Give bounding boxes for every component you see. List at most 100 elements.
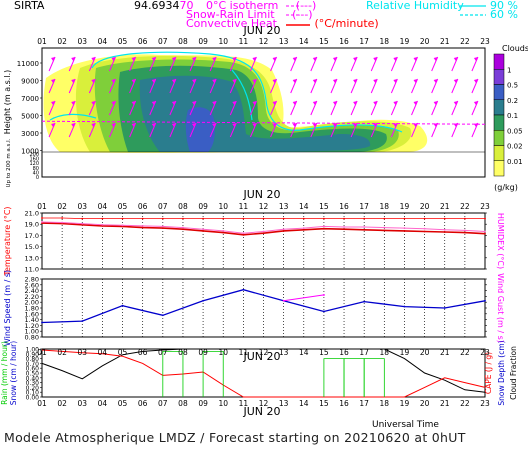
temp-hour-04: 04 <box>98 202 108 211</box>
temp-hour-06: 06 <box>138 202 148 211</box>
wind-series-0 <box>41 289 486 324</box>
temp-point-0-12 <box>282 230 285 232</box>
wind-point-0-5 <box>242 288 245 291</box>
wind-ytick-0.80: 0.80 <box>25 334 39 342</box>
height-tick-5000: 5000 <box>21 113 39 121</box>
wind-arrow <box>411 122 418 138</box>
wind-arrow <box>370 100 378 116</box>
bottom-hour-22: 22 <box>460 399 470 408</box>
rain-bar-16 <box>363 358 385 397</box>
bottom-hour-23: 23 <box>480 399 490 408</box>
temp-point-0-20 <box>443 231 446 233</box>
wind-arrow <box>209 100 217 116</box>
colorbar-title: Clouds <box>502 44 528 53</box>
wind-arrow <box>390 78 398 94</box>
colorbar-tick-3: 0.1 <box>507 112 518 120</box>
temp-hour-07: 07 <box>158 202 168 211</box>
rain-left-label: Rain (mm / hour) <box>0 341 9 405</box>
height-tick-3000: 3000 <box>21 130 39 138</box>
coords-tail: 70 <box>179 0 194 12</box>
rain-ytick-0.30: 0.30 <box>26 380 40 387</box>
top-hour-21: 21 <box>440 37 450 46</box>
wind-arrow <box>189 122 197 138</box>
temp-hour-20: 20 <box>420 202 430 211</box>
wind-arrow <box>249 100 257 116</box>
temp-point-0-8 <box>202 230 204 232</box>
temp-point-1-18 <box>403 227 406 230</box>
colorbar-tick-1: 0.5 <box>507 82 518 90</box>
wind-arrow <box>471 78 479 94</box>
temp-point-1-10 <box>242 232 245 235</box>
wind-arrow <box>270 122 278 138</box>
wind-arrow <box>229 56 237 72</box>
rain-ytick-0.90: 0.90 <box>26 351 40 358</box>
temp-point-0-6 <box>161 227 164 230</box>
rain-ytick-1.00: 1.00 <box>26 347 40 354</box>
temp-point-1-12 <box>282 228 285 231</box>
footer-title: Modele Atmospherique LMDZ / Forecast sta… <box>4 430 466 445</box>
temp-point-2-10 <box>242 217 245 220</box>
convective-label: Convective Heat <box>186 17 277 30</box>
wind-arrow <box>109 78 116 94</box>
snow-left-label: Snow (cm / hour) <box>9 341 18 405</box>
colorbar-tick-6: 0.01 <box>507 158 523 166</box>
wind-arrow <box>270 100 278 116</box>
wind-arrow <box>88 100 96 116</box>
wind-arrow <box>68 56 76 72</box>
low-height-tick-200: 200 <box>29 152 39 158</box>
temp-hour-02: 02 <box>57 202 67 211</box>
colorbar-unit: (g/kg) <box>494 183 518 192</box>
wind-arrow <box>451 122 459 138</box>
wind-left-label: Wind Speed (m / s) <box>3 270 12 346</box>
rain-hour-09: 09 <box>198 348 208 357</box>
top-date-label: JUN 20 <box>242 24 280 37</box>
temp-point-1-15 <box>343 226 345 228</box>
wind-arrow <box>310 122 318 138</box>
rain-hour-20: 20 <box>420 348 430 357</box>
rain-series-0 <box>41 348 486 393</box>
top-hour-11: 11 <box>239 37 249 46</box>
wind-arrow <box>471 56 479 72</box>
rain-hour-14: 14 <box>299 348 309 357</box>
rh-legend-label: Relative Humidity <box>366 0 464 12</box>
isotherm-legend: 0°C isotherm (---) <box>206 0 316 12</box>
height-tick-9000: 9000 <box>21 78 39 86</box>
bottom-hour-03: 03 <box>77 399 87 408</box>
low-height-tick-160: 160 <box>29 157 39 163</box>
bottom-hour-05: 05 <box>118 399 128 408</box>
low-height-tick-80: 80 <box>33 166 39 172</box>
wind-ytick-2.80: 2.80 <box>25 276 39 284</box>
temp-hour-19: 19 <box>400 202 410 211</box>
top-hour-18: 18 <box>380 37 390 46</box>
temp-hour-10: 10 <box>218 202 228 211</box>
top-hour-10: 10 <box>218 37 228 46</box>
wind-point-0-9 <box>403 305 406 308</box>
top-hour-12: 12 <box>259 37 269 46</box>
top-hour-14: 14 <box>299 37 309 46</box>
bottom-hour-17: 17 <box>359 399 369 408</box>
wind-arrow <box>149 122 157 138</box>
wind-arrow <box>169 122 177 138</box>
top-hour-01: 01 <box>37 37 47 46</box>
temp-right-label: HUMIDEX (°C) <box>496 213 505 269</box>
wind-arrow <box>370 78 378 94</box>
bottom-hour-02: 02 <box>57 399 67 408</box>
convective-unit: (°C/minute) <box>314 17 379 30</box>
wind-arrow <box>350 78 358 94</box>
rain-hour-17: 17 <box>359 348 369 357</box>
temp-point-2-20 <box>443 217 446 220</box>
wind-point-0-11 <box>484 299 486 302</box>
isotherm-line <box>41 120 486 125</box>
wind-ytick-1.80: 1.80 <box>25 305 39 313</box>
top-hour-05: 05 <box>118 37 128 46</box>
rain-ytick-0.50: 0.50 <box>26 371 40 378</box>
wind-point-0-4 <box>202 299 204 302</box>
wind-ytick-1.20: 1.20 <box>25 322 39 330</box>
top-hour-23: 23 <box>480 37 490 46</box>
wind-arrow <box>249 78 257 94</box>
wind-arrow <box>431 122 439 138</box>
cape-right-label: CAPE (J / g) <box>484 352 493 394</box>
temp-hour-13: 13 <box>279 202 289 211</box>
bottom-hour-09: 09 <box>198 399 208 408</box>
